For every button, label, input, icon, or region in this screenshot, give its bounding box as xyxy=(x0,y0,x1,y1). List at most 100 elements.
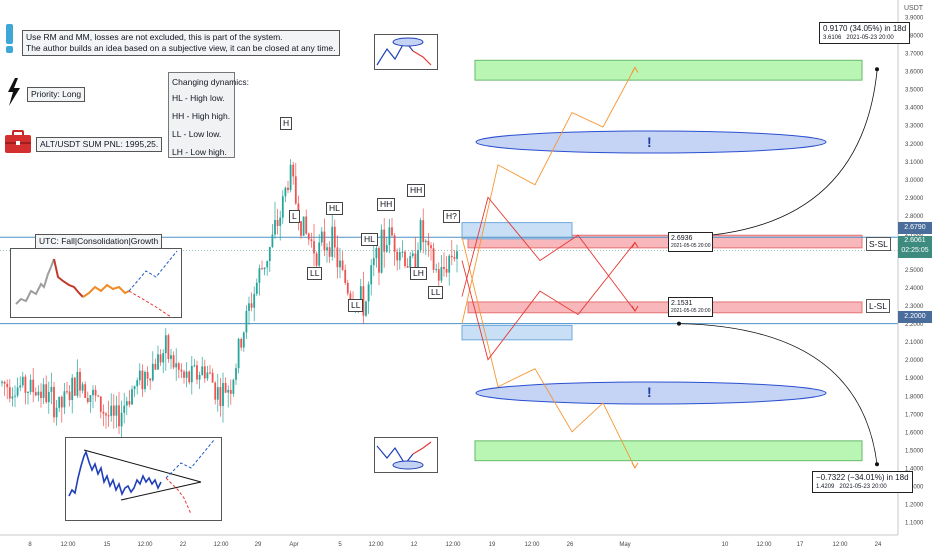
countdown-value: 02:25:05 xyxy=(901,247,929,254)
bottom-target-date: 2021-05-23 20:00 xyxy=(839,484,887,490)
candle-body xyxy=(388,227,391,245)
price-tick-label: 2.3000 xyxy=(905,304,924,310)
candle-body xyxy=(188,371,191,383)
candle-body xyxy=(92,389,94,396)
candle-body xyxy=(341,260,344,270)
price-tick-label: 2.0000 xyxy=(905,358,924,364)
candle-body xyxy=(97,395,100,397)
price-tick-label: 1.1000 xyxy=(905,521,924,527)
candle-body xyxy=(136,380,139,387)
price-tick-label: 2.5000 xyxy=(905,268,924,274)
candle-body xyxy=(250,303,253,308)
disclaimer-note: Use RM and MM, losses are not excluded, … xyxy=(22,30,340,56)
time-tick-label: 12:00 xyxy=(368,542,384,548)
candle-body xyxy=(42,384,45,399)
candle-body xyxy=(232,379,235,394)
candle-body xyxy=(344,269,347,283)
structure-label-ll: LL xyxy=(307,267,323,280)
candle-body xyxy=(196,365,198,380)
long-stop-label: L-SL xyxy=(866,299,890,313)
candle-body xyxy=(66,391,68,393)
price-tick-label: 2.1000 xyxy=(905,340,924,346)
candle-body xyxy=(167,335,170,359)
candle-body xyxy=(190,365,193,383)
candle-body xyxy=(206,372,209,379)
candle-body xyxy=(437,269,440,281)
candle-body xyxy=(430,245,432,249)
candle-body xyxy=(224,383,227,393)
candle-body xyxy=(375,247,378,259)
exclamation-icon: ! xyxy=(647,134,652,150)
price-tick-label: 3.9000 xyxy=(905,16,924,22)
arrowhead-icon xyxy=(631,66,639,73)
candle-body xyxy=(320,231,323,243)
candle-body xyxy=(162,353,165,363)
candle-body xyxy=(417,250,419,269)
candle-body xyxy=(346,282,349,294)
candle-body xyxy=(76,371,79,396)
candle-body xyxy=(409,256,412,268)
time-tick-label: 12:00 xyxy=(213,542,229,548)
target-zone-down xyxy=(474,440,863,462)
dynamics-title: Changing dynamics: xyxy=(172,77,250,87)
candle-body xyxy=(385,244,388,252)
time-tick-label: 5 xyxy=(338,542,342,548)
price-tick-label: 3.0000 xyxy=(905,178,924,184)
candle-body xyxy=(170,355,172,359)
candle-body xyxy=(328,247,331,257)
price-tick-label: 1.2000 xyxy=(905,502,924,508)
candle-body xyxy=(112,405,115,416)
measure-anchor-dot xyxy=(677,321,681,326)
candle-body xyxy=(453,257,456,259)
price-tick-label: 2.2000 xyxy=(905,322,924,328)
projected-path-down-orange xyxy=(461,236,636,469)
candle-body xyxy=(219,387,222,407)
projected-path-up-orange xyxy=(461,67,636,324)
dynamics-item: LL - Low low. xyxy=(172,129,222,139)
short-stop-label: S-SL xyxy=(866,237,891,251)
candle-body xyxy=(380,229,383,273)
structure-label-h-question: H? xyxy=(443,210,460,223)
scenario-panel xyxy=(10,248,182,318)
bottom-target-callout: −0.7322 (−34.01%) in 18d 1.4209 2021-05-… xyxy=(812,471,913,493)
candle-body xyxy=(151,363,154,381)
candle-body xyxy=(6,383,9,388)
candle-body xyxy=(284,187,287,197)
price-tick-label: 3.2000 xyxy=(905,142,924,148)
candle-body xyxy=(266,261,269,268)
candle-body xyxy=(68,391,71,401)
info-exclamation-icon xyxy=(5,24,15,54)
bottom-target-price: 1.4209 xyxy=(816,484,835,490)
price-tick-label: 3.3000 xyxy=(905,124,924,130)
price-tick-label: 3.1000 xyxy=(905,160,924,166)
candle-body xyxy=(419,220,422,251)
candle-body xyxy=(55,407,58,418)
candle-body xyxy=(73,377,76,396)
candle-body xyxy=(185,371,188,378)
candle-body xyxy=(154,363,157,370)
candle-body xyxy=(183,371,185,378)
candle-body xyxy=(45,384,48,403)
candle-body xyxy=(393,235,396,252)
candle-body xyxy=(146,372,149,379)
candle-body xyxy=(255,282,258,294)
target-measure-curve-down xyxy=(678,323,878,465)
candle-body xyxy=(118,405,120,427)
upper-level-callout: 2.6936 2021-05-05 20:00 xyxy=(668,232,714,252)
disclaimer-line-1: Use RM and MM, losses are not excluded, … xyxy=(26,32,283,42)
price-tick-label: 1.4000 xyxy=(905,466,924,472)
price-axis xyxy=(898,0,932,550)
candle-body xyxy=(79,371,81,391)
time-tick-label: 19 xyxy=(489,542,496,548)
candle-body xyxy=(302,216,305,236)
candle-body xyxy=(1,381,3,384)
time-tick-label: 26 xyxy=(567,542,574,548)
candle-body xyxy=(131,389,133,405)
structure-label-hh: HH xyxy=(407,184,426,197)
candle-body xyxy=(411,253,414,257)
candle-body xyxy=(383,229,386,252)
candle-body xyxy=(81,384,84,391)
time-tick-label: 29 xyxy=(255,542,262,548)
price-tick-label: 3.5000 xyxy=(905,88,924,94)
